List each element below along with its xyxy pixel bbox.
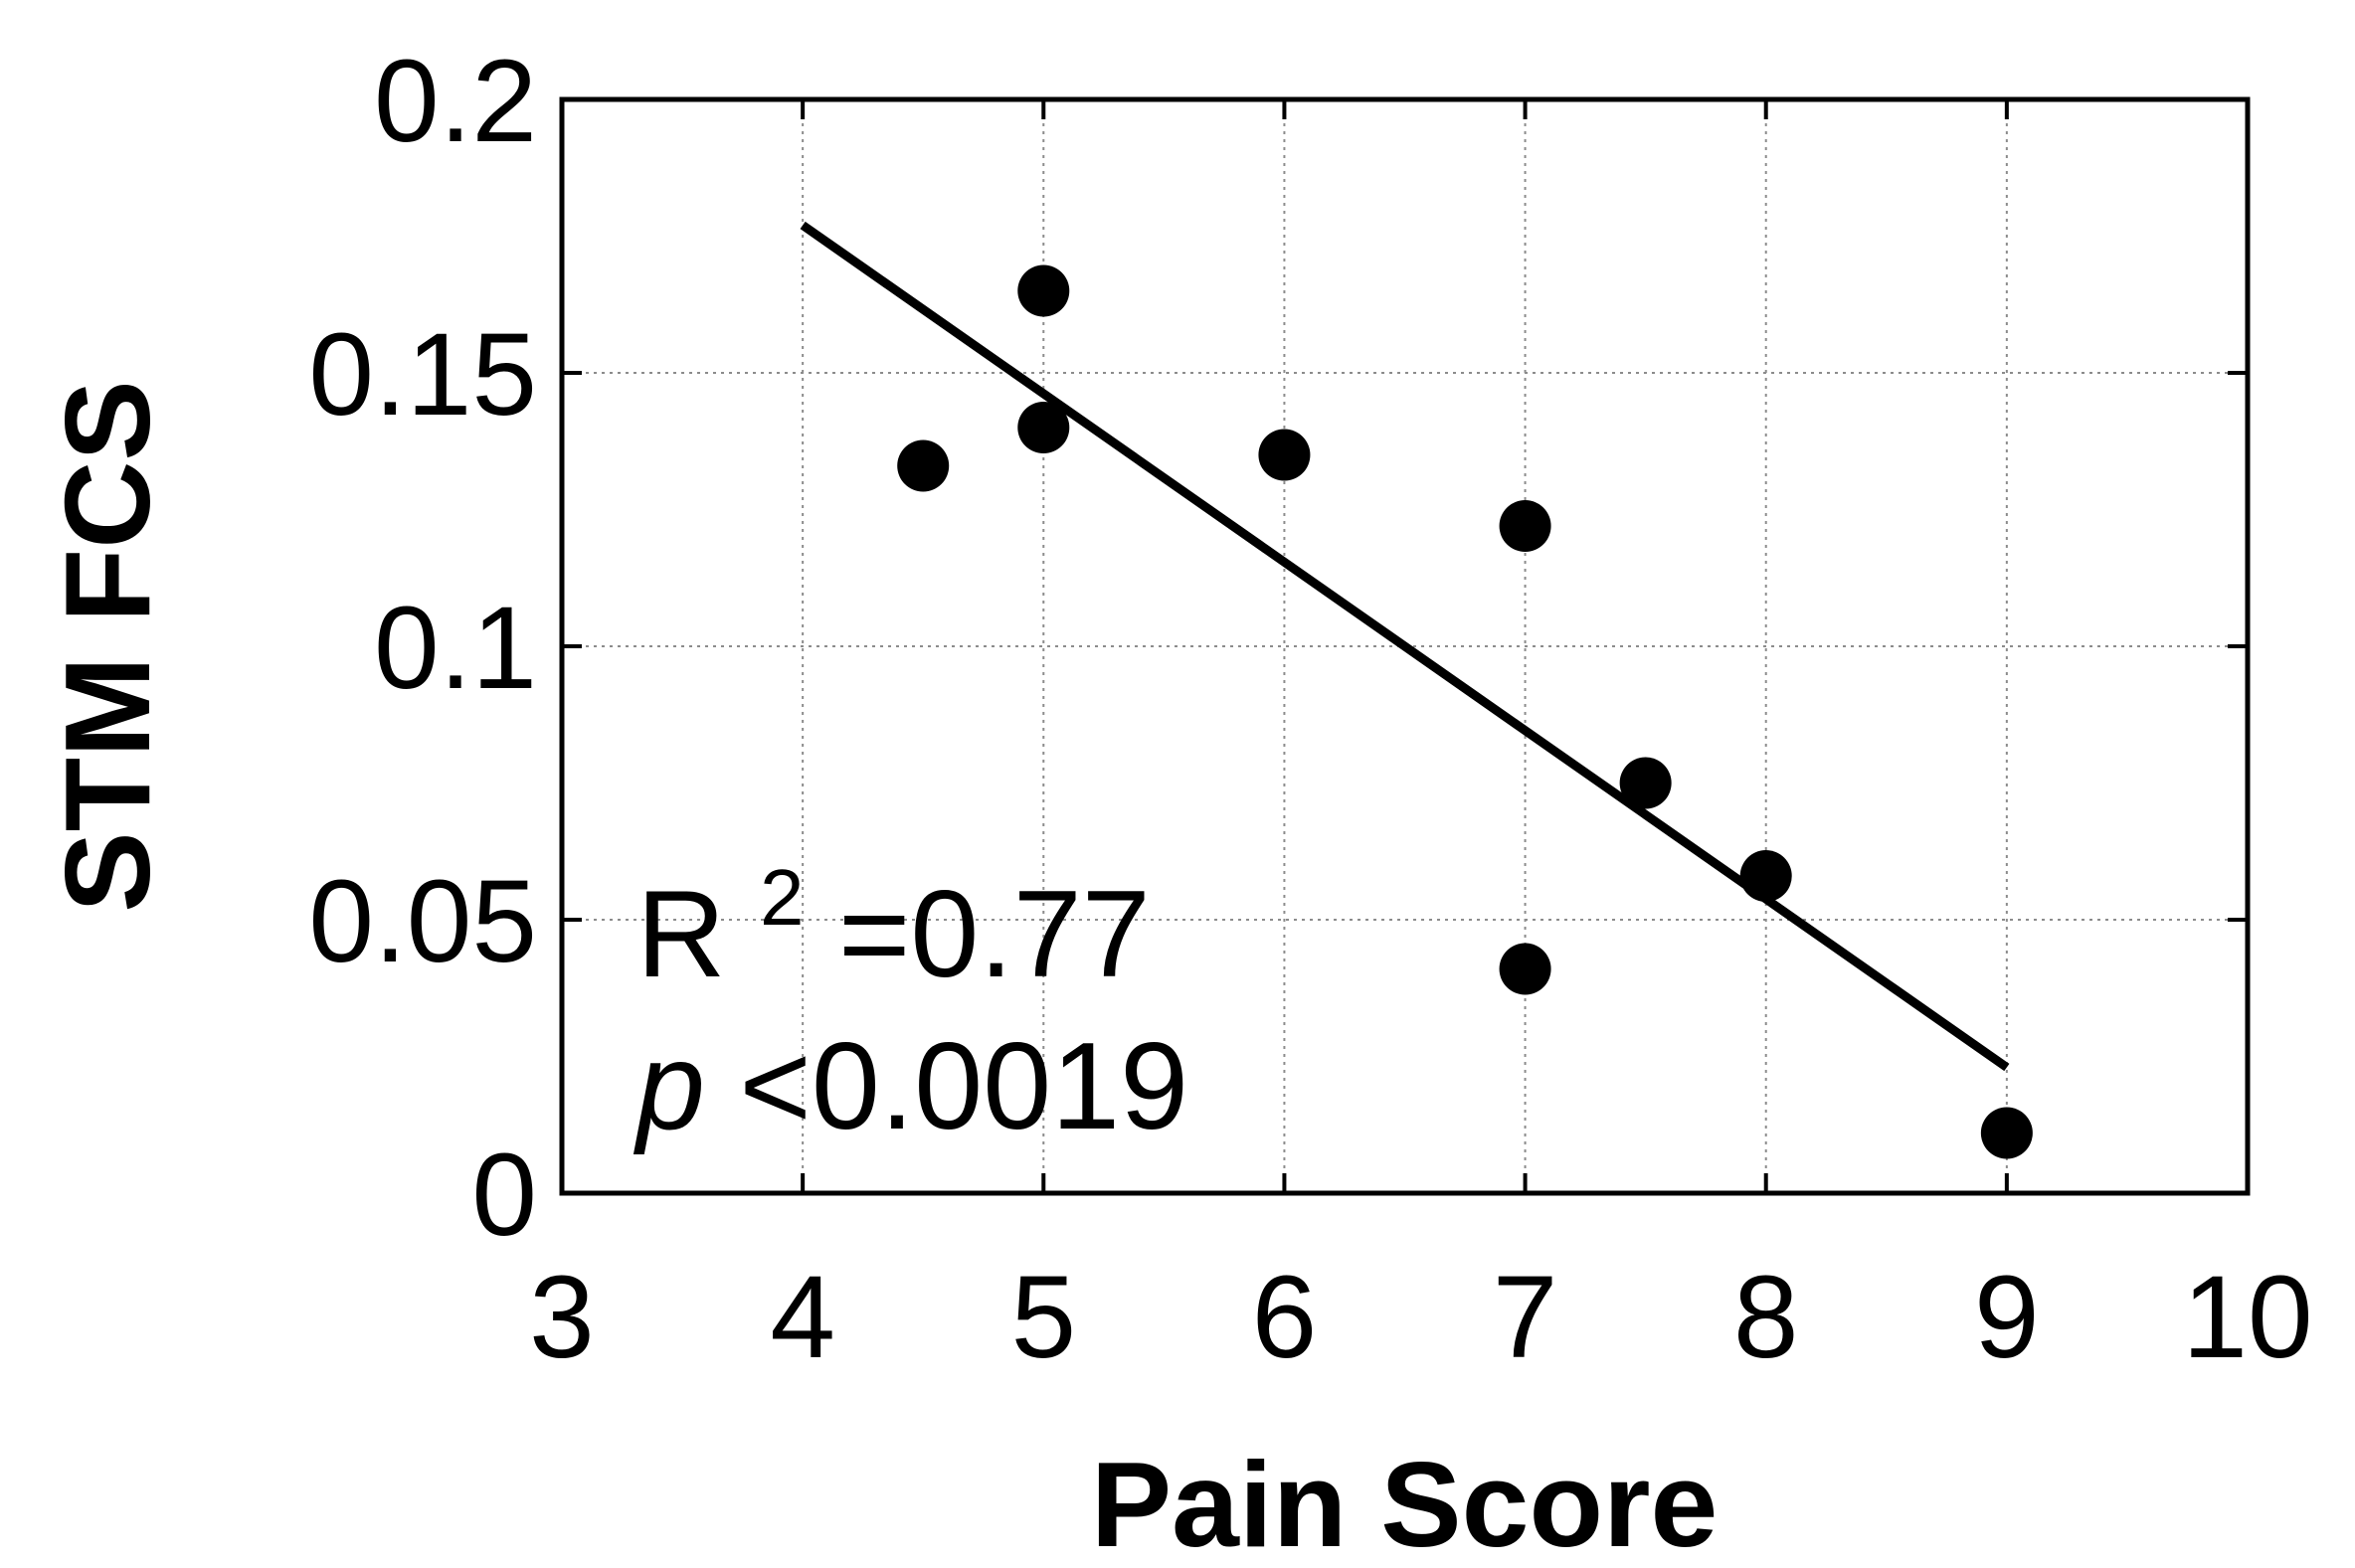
y-tick-labels: 0 0.05 0.1 0.15 0.2 — [308, 36, 537, 1261]
data-point — [1619, 757, 1672, 809]
p-value-annotation: p <0.0019 — [633, 1018, 1188, 1155]
fit-layer — [800, 221, 2010, 1072]
x-tick-label: 5 — [1010, 1252, 1076, 1383]
y-tick-label: 0 — [471, 1130, 537, 1261]
r2-label: R — [636, 866, 726, 1003]
x-tick-label: 10 — [2182, 1252, 2312, 1383]
p-value: <0.0019 — [739, 1018, 1188, 1155]
y-tick-label: 0.2 — [374, 36, 537, 167]
data-point — [1499, 943, 1551, 995]
p-symbol: p — [633, 1018, 705, 1155]
grid-layer — [562, 99, 2248, 1193]
points-layer — [897, 264, 2033, 1159]
x-tick-label: 3 — [529, 1252, 595, 1383]
x-tick-label: 7 — [1493, 1252, 1558, 1383]
x-tick-label: 6 — [1252, 1252, 1318, 1383]
x-tick-label: 9 — [1974, 1252, 2040, 1383]
regression-line — [800, 221, 2010, 1072]
data-point — [1017, 402, 1070, 453]
data-point — [1980, 1107, 2033, 1159]
y-axis-title: STM FCS — [40, 380, 175, 912]
x-tick-label: 8 — [1733, 1252, 1799, 1383]
data-point — [1017, 264, 1070, 317]
r2-superscript: 2 — [760, 853, 805, 942]
y-tick-label: 0.05 — [308, 856, 537, 987]
y-tick-label: 0.15 — [308, 309, 537, 440]
data-point — [1499, 500, 1551, 552]
x-tick-labels: 3 4 5 6 7 8 9 10 — [529, 1252, 2312, 1383]
data-point — [1258, 429, 1311, 481]
data-point — [1739, 850, 1792, 902]
x-axis-title: Pain Score — [1091, 1437, 1719, 1563]
ticks-layer — [560, 97, 2250, 1195]
x-tick-label: 4 — [770, 1252, 835, 1383]
r-squared-annotation: R 2 =0.77 — [636, 814, 1151, 1003]
r2-value: =0.77 — [838, 866, 1151, 1003]
y-tick-label: 0.1 — [374, 583, 537, 714]
data-point — [897, 439, 950, 492]
